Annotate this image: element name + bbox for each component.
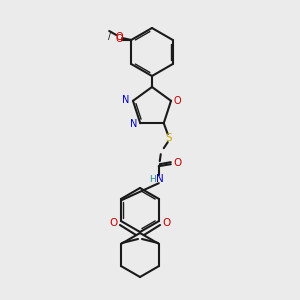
- Text: O: O: [116, 32, 123, 42]
- Text: O: O: [116, 34, 123, 44]
- Text: S: S: [165, 133, 172, 143]
- Text: N: N: [156, 174, 164, 184]
- Text: /: /: [108, 31, 111, 41]
- Text: H: H: [149, 175, 156, 184]
- Text: O: O: [173, 96, 181, 106]
- Text: N: N: [130, 119, 137, 129]
- Text: O: O: [110, 218, 118, 228]
- Text: O: O: [162, 218, 170, 228]
- Text: O: O: [174, 158, 182, 168]
- Text: N: N: [122, 95, 130, 105]
